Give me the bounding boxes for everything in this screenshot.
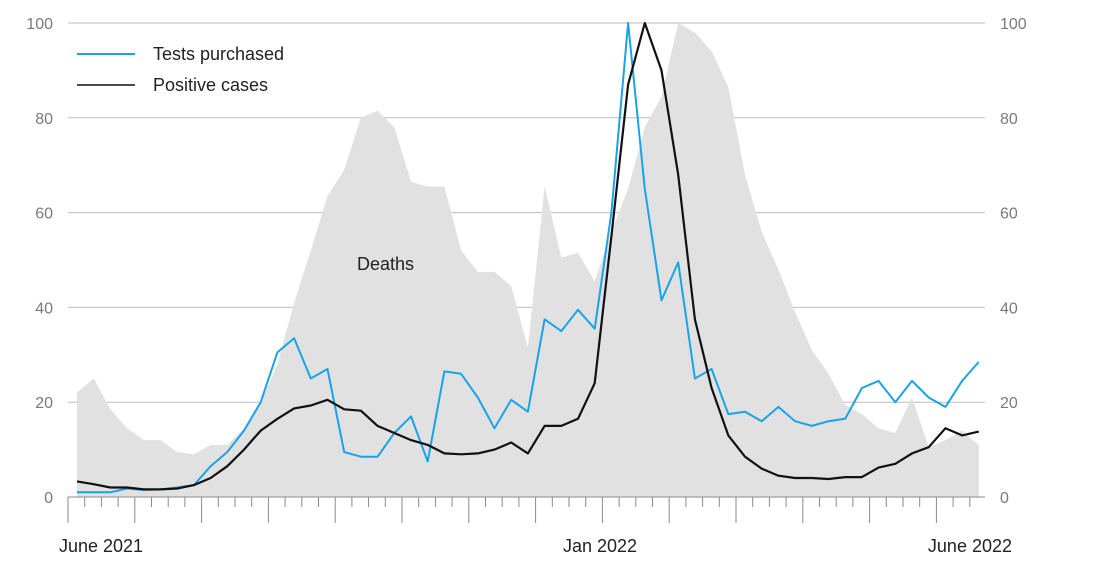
deaths-area-layer [77,23,979,497]
series-line-tests-purchased [77,22,980,494]
y-tick-label-left-20: 20 [35,395,53,412]
y-tick-label-left-40: 40 [35,300,53,317]
y-tick-label-right-100: 100 [1000,16,1027,33]
y-tick-label-left-100: 100 [26,16,53,33]
y-tick-label-right-60: 60 [1000,206,1018,223]
x-tick-label-1: Jan 2022 [563,536,637,556]
line-layer [76,21,980,494]
y-tick-label-right-80: 80 [1000,111,1018,128]
y-tick-label-right-0: 0 [1000,490,1009,507]
y-tick-label-right-40: 40 [1000,300,1018,317]
y-tick-label-left-0: 0 [44,490,53,507]
y-tick-label-right-20: 20 [1000,395,1018,412]
series-area-deaths [77,23,979,497]
x-axis [67,496,985,523]
x-tick-label-2: June 2022 [928,536,1012,556]
y-tick-label-left-60: 60 [35,206,53,223]
tick-label-layer: 0 0 20 20 40 40 60 60 80 80 100 100 June 2021 Jan 202… [26,16,1027,556]
series-line-positive-cases [76,21,980,491]
legend-label-tests-purchased: Tests purchased [153,44,284,64]
y-tick-label-left-80: 80 [35,111,53,128]
x-tick-label-0: June 2021 [59,536,143,556]
legend-label-positive-cases: Positive cases [153,75,268,95]
deaths-area-label: Deaths [357,254,414,274]
legend: Tests purchased Positive cases [77,44,284,95]
